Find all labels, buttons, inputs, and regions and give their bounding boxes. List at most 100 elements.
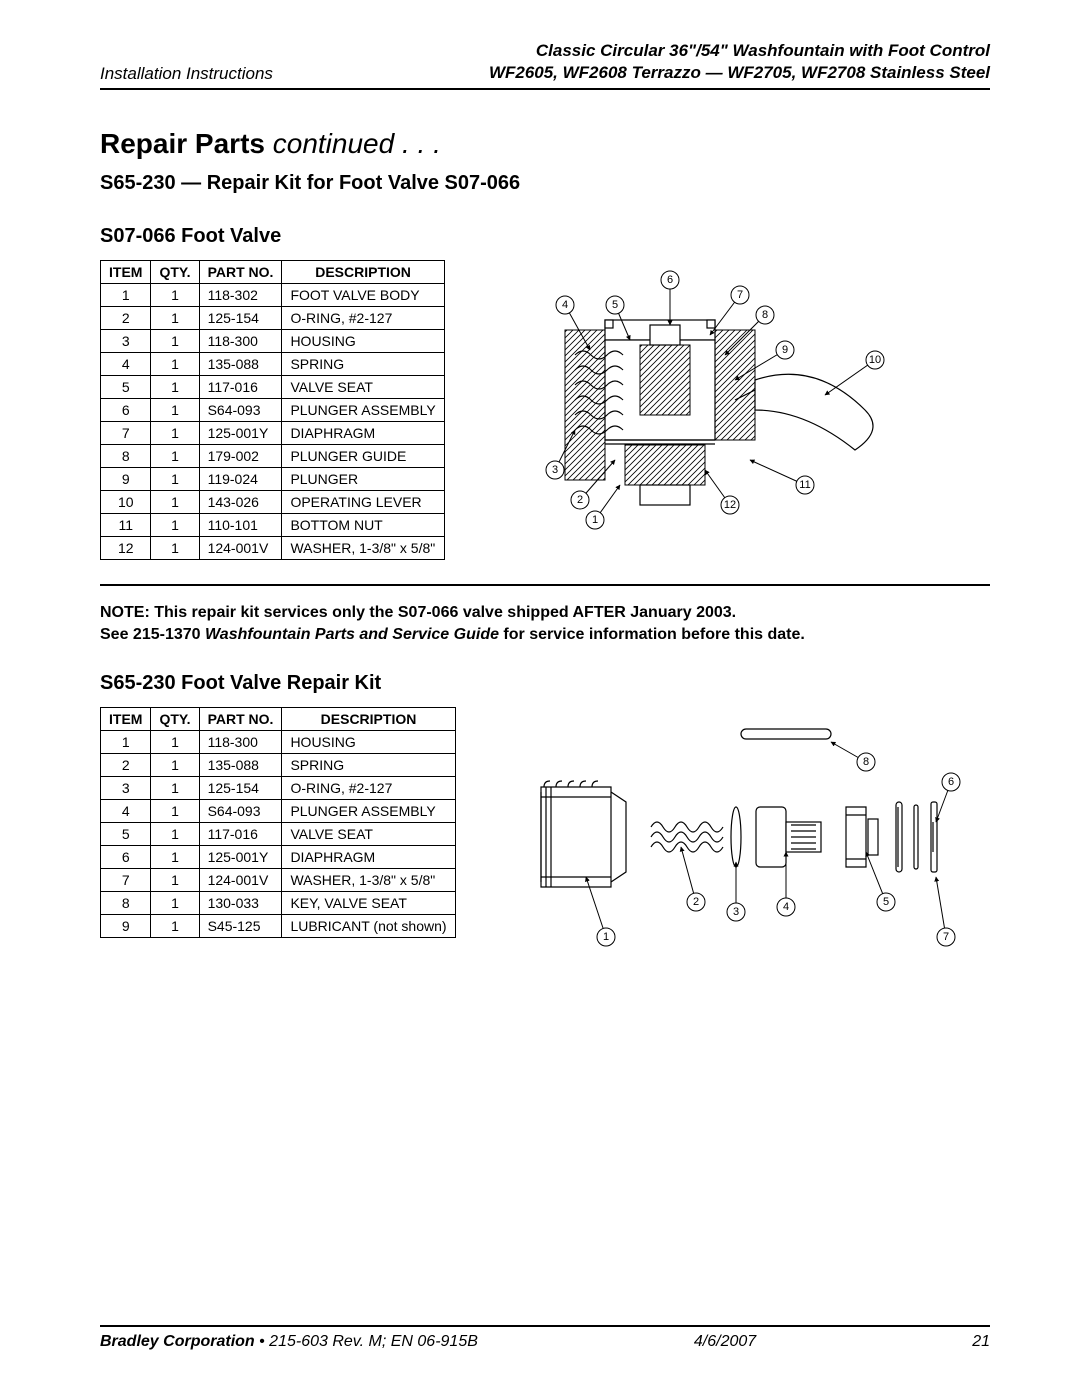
cell-qty: 1 — [151, 754, 199, 777]
parts-table-2: ITEM QTY. PART NO. DESCRIPTION 11118-300… — [100, 707, 456, 938]
callout-number: 3 — [733, 906, 739, 918]
cell-item: 4 — [101, 353, 151, 376]
cell-part: 117-016 — [199, 376, 282, 399]
callout-number: 5 — [612, 299, 618, 311]
table-row: 51117-016VALVE SEAT — [101, 823, 456, 846]
cell-desc: BOTTOM NUT — [282, 514, 444, 537]
callout-number: 12 — [724, 499, 736, 511]
th-qty: QTY. — [151, 261, 199, 284]
page-footer: Bradley Corporation • 215-603 Rev. M; EN… — [100, 1325, 990, 1351]
callout-number: 9 — [782, 344, 788, 356]
callout-number: 8 — [762, 309, 768, 321]
cell-qty: 1 — [151, 514, 199, 537]
note-line1: NOTE: This repair kit services only the … — [100, 604, 990, 622]
cell-item: 3 — [101, 777, 151, 800]
table-row: 61125-001YDIAPHRAGM — [101, 846, 456, 869]
cell-qty: 1 — [151, 869, 199, 892]
cell-part: S45-125 — [199, 915, 282, 938]
footer-company: Bradley Corporation — [100, 1333, 255, 1350]
table-row: 61S64-093PLUNGER ASSEMBLY — [101, 399, 445, 422]
table-row: 101143-026OPERATING LEVER — [101, 491, 445, 514]
cell-item: 8 — [101, 445, 151, 468]
repair-kit-drawing — [541, 729, 937, 887]
cell-part: 135-088 — [199, 754, 282, 777]
callout-number: 5 — [883, 896, 889, 908]
table-row: 21125-154O-RING, #2-127 — [101, 307, 445, 330]
cell-item: 5 — [101, 376, 151, 399]
cell-desc: DIAPHRAGM — [282, 422, 444, 445]
th-part: PART NO. — [199, 261, 282, 284]
note-line2a: See 215-1370 — [100, 626, 205, 643]
cell-desc: HOUSING — [282, 330, 444, 353]
header-right-line2: WF2605, WF2608 Terrazzo — WF2705, WF2708… — [489, 62, 990, 84]
cell-desc: PLUNGER ASSEMBLY — [282, 800, 455, 823]
table-row: 81179-002PLUNGER GUIDE — [101, 445, 445, 468]
section-title-main: Repair Parts — [100, 128, 265, 159]
note-line1-text: NOTE: This repair kit services only the … — [100, 604, 736, 621]
table-row: 51117-016VALVE SEAT — [101, 376, 445, 399]
callout-number: 6 — [667, 274, 673, 286]
cell-qty: 1 — [151, 468, 199, 491]
th-desc: DESCRIPTION — [282, 708, 455, 731]
cell-desc: FOOT VALVE BODY — [282, 284, 444, 307]
cell-part: 125-154 — [199, 307, 282, 330]
cell-part: 143-026 — [199, 491, 282, 514]
cell-part: 130-033 — [199, 892, 282, 915]
cell-qty: 1 — [151, 892, 199, 915]
section-title-cont: continued . . . — [265, 128, 441, 159]
cell-qty: 1 — [151, 823, 199, 846]
table-row: 21135-088SPRING — [101, 754, 456, 777]
callout-number: 1 — [592, 514, 598, 526]
cell-qty: 1 — [151, 777, 199, 800]
cell-qty: 1 — [151, 422, 199, 445]
divider — [100, 584, 990, 586]
sub-title: S65-230 — Repair Kit for Foot Valve S07-… — [100, 172, 990, 195]
cell-desc: SPRING — [282, 754, 455, 777]
note-line2c: for service information before this date… — [499, 626, 805, 643]
table-row: 31125-154O-RING, #2-127 — [101, 777, 456, 800]
cell-qty: 1 — [151, 491, 199, 514]
cell-desc: LUBRICANT (not shown) — [282, 915, 455, 938]
cell-desc: PLUNGER ASSEMBLY — [282, 399, 444, 422]
footer-page: 21 — [972, 1333, 990, 1351]
cell-qty: 1 — [151, 376, 199, 399]
cell-qty: 1 — [151, 915, 199, 938]
header-right-line1: Classic Circular 36"/54" Washfountain wi… — [489, 40, 990, 62]
cell-part: 125-001Y — [199, 846, 282, 869]
table-row: 71124-001VWASHER, 1-3/8" x 5/8" — [101, 869, 456, 892]
block1-title: S07-066 Foot Valve — [100, 225, 990, 248]
th-desc: DESCRIPTION — [282, 261, 444, 284]
cell-item: 11 — [101, 514, 151, 537]
cell-qty: 1 — [151, 846, 199, 869]
table-row: 111110-101BOTTOM NUT — [101, 514, 445, 537]
table-row: 31118-300HOUSING — [101, 330, 445, 353]
diagram-1: 123456789101112 — [475, 260, 990, 555]
diagram-2: 12345678 — [486, 707, 990, 962]
cell-desc: KEY, VALVE SEAT — [282, 892, 455, 915]
header-left: Installation Instructions — [100, 64, 273, 84]
cell-item: 1 — [101, 284, 151, 307]
cell-part: 124-001V — [199, 869, 282, 892]
cell-part: 119-024 — [199, 468, 282, 491]
callout-number: 3 — [552, 464, 558, 476]
callout-number: 2 — [577, 494, 583, 506]
cell-desc: HOUSING — [282, 731, 455, 754]
callout-number: 7 — [737, 289, 743, 301]
cell-item: 12 — [101, 537, 151, 560]
callout-number: 10 — [869, 354, 881, 366]
cell-desc: WASHER, 1-3/8" x 5/8" — [282, 869, 455, 892]
table-row: 11118-300HOUSING — [101, 731, 456, 754]
table-row: 41S64-093PLUNGER ASSEMBLY — [101, 800, 456, 823]
cell-desc: PLUNGER — [282, 468, 444, 491]
section-title: Repair Parts continued . . . — [100, 128, 990, 160]
th-item: ITEM — [101, 261, 151, 284]
cell-part: 110-101 — [199, 514, 282, 537]
note-line2: See 215-1370 Washfountain Parts and Serv… — [100, 626, 990, 644]
header-right: Classic Circular 36"/54" Washfountain wi… — [489, 40, 990, 84]
cell-desc: O-RING, #2-127 — [282, 307, 444, 330]
cell-item: 6 — [101, 399, 151, 422]
cell-item: 7 — [101, 869, 151, 892]
note-line2b: Washfountain Parts and Service Guide — [205, 626, 499, 643]
cell-item: 1 — [101, 731, 151, 754]
cell-item: 9 — [101, 915, 151, 938]
